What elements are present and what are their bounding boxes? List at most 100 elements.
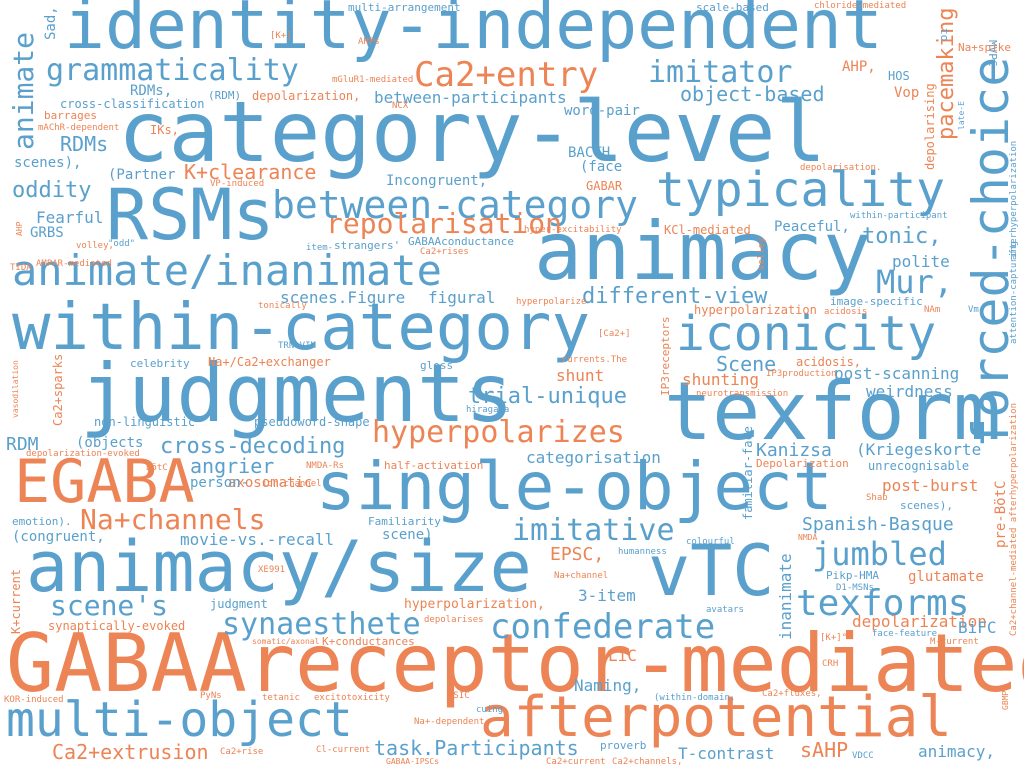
word-figural: figural [428,288,496,307]
word-gabaa-ipscs: GABAA-IPSCs [386,757,439,766]
word-familiar-face: familiar-face [741,426,755,520]
word-categorisation: categorisation [526,448,661,467]
word-tonically: tonically [258,301,307,311]
word-single-object: single-object [316,448,833,525]
word-scene-paren: scene) [382,527,433,543]
word-between-category: between-category [272,183,639,227]
word-post-burst: post-burst [882,476,979,495]
word-shab: Shab [866,493,888,503]
word-multi-arrangement: multi-arrangement [348,1,461,14]
word-depolarization-cap: Depolarization [756,457,849,470]
word-hiragana: hiragana [466,405,510,415]
word-trial-unique: trial-unique [468,384,627,409]
word-emotion: emotion). [12,515,72,528]
word-machr: mAChR-dependent [38,123,120,133]
word-objects-paren: (objects [76,435,144,451]
word-familiarity: Familiarity [368,515,441,528]
word-scale-based: scale-based [696,1,769,14]
word-cross-decoding: cross-decoding [160,434,346,459]
word-cross-classification: cross-classification [60,97,205,111]
word-synaptically-evoked: synaptically-evoked [48,619,186,633]
word-excitotoxicity: excitotoxicity [314,693,390,703]
word-naming: Naming, [574,676,642,695]
word-afterhyperpolarization: afterhyperpolarization [1009,140,1019,260]
word-vasodilation: vasodilation [11,360,20,418]
word-kriegeskorte: (Kriegeskorte [856,440,982,459]
word-half-activation: half-activation [384,459,484,472]
word-ahp-small: AHP [15,221,24,236]
word-task-participants: task.Participants [374,736,579,760]
word-botc: BötC [146,463,168,473]
word-scenes-figure: scenes.Figure [280,288,406,307]
word-currents-the: currents.The [562,355,628,365]
word-celebrity: celebrity [130,357,190,370]
word-post-scanning: post-scanning [834,364,960,383]
word-axosomatic: axosomatic [228,475,313,491]
word-oddity: oddity [12,178,92,203]
word-animacy: animacy [534,205,872,298]
word-depolarization-evoked: depolarization-evoked [26,449,140,459]
word-animate-vertical: animate [7,31,40,150]
word-lic: LiC [608,646,637,665]
word-mur: Mur, [876,263,954,301]
word-vdcc: VDCC [852,751,874,761]
word-ca2-rise: Ca2+rise [220,747,264,757]
word-within-domain: (within-domain, [654,693,736,703]
word-kor-induced: KOR-induced [4,695,64,705]
word-depolarization-comma: depolarization, [252,89,361,103]
word-rdms-comma: RDMs, [130,83,173,99]
word-image-specific: image-specific [830,295,923,308]
word-ampar: AMPAR-mediated [36,259,112,269]
word-hyperpolarization: hyperpolarization [694,303,817,317]
word-gabaa-receptor-mediated: GABAAreceptor-mediated [6,617,1024,710]
word-k-current: K+current [9,568,23,634]
word-ncx: NCX [392,101,409,111]
word-identity-independent: identity-independent [64,0,883,65]
word-ca2-rises: Ca2+rises [420,247,469,257]
word-ca2-sparks: Ca2+sparks [51,353,65,426]
word-weirdness: weirdness [866,382,953,401]
word-volley-vertical: volley [757,237,767,270]
word-glutamate: glutamate [908,569,984,585]
word-rdm: RDM [6,434,39,455]
word-item: item- [306,243,334,253]
word-ca2-channel-mediated: Ca2+channel-mediated afterhyperpolarizat… [1009,403,1019,636]
word-vm: Vm, [968,305,985,315]
word-m-current: M-current [930,637,979,647]
word-k-o: [K+]° [820,633,848,643]
word-ca2-channels: Ca2+channels, [612,757,683,767]
word-imitative: imitative [512,513,675,548]
word-somatic-axonal: somatic/axonal [252,637,320,646]
word-ahp: AHP, [842,59,876,75]
word-object-based: object-based [680,82,825,106]
word-humanness: humanness [618,547,667,557]
word-texforms: texforms [796,583,970,624]
word-rsms: RSMs [106,174,275,256]
word-iks: IKs, [150,123,179,137]
word-judgments: judgments [80,347,514,440]
word-texform: texform [664,365,1002,458]
word-pseudoword-shape: pseudoword-shape [254,415,370,429]
word-animate-inanimate: animate/inanimate [12,246,442,295]
word-nmda: NMDA [798,533,818,542]
word-unrecognisable: unrecognisable [868,459,970,473]
word-non-linguistic: non-linguistic [94,415,196,429]
word-animacy-size: animacy/size [26,526,532,608]
word-chloride-mediated: chloride-mediated [814,1,907,11]
word-fearful: Fearful [36,208,104,227]
word-odd: "odd" [108,239,136,249]
word-scene: Scene [716,352,777,376]
word-ion-channel: ion-channel [262,479,322,489]
word-volley: volley, [76,241,114,251]
word-mglur1: mGluR1-mediated [332,75,414,85]
word-colourful: colourful [686,537,735,547]
word-jumbled: jumbled [812,535,947,573]
word-gabar: GABAR [586,179,623,193]
word-tida: TIDA [10,263,32,273]
word-neurotransmission: neurotransmission [696,389,789,399]
word-peaceful: Peaceful, [774,219,850,235]
word-afterpotential: afterpotential [480,685,953,750]
word-depolarisation: depolarisation. [800,163,882,173]
word-typicality: typicality [656,162,945,218]
word-vtc: vTC [648,530,775,612]
